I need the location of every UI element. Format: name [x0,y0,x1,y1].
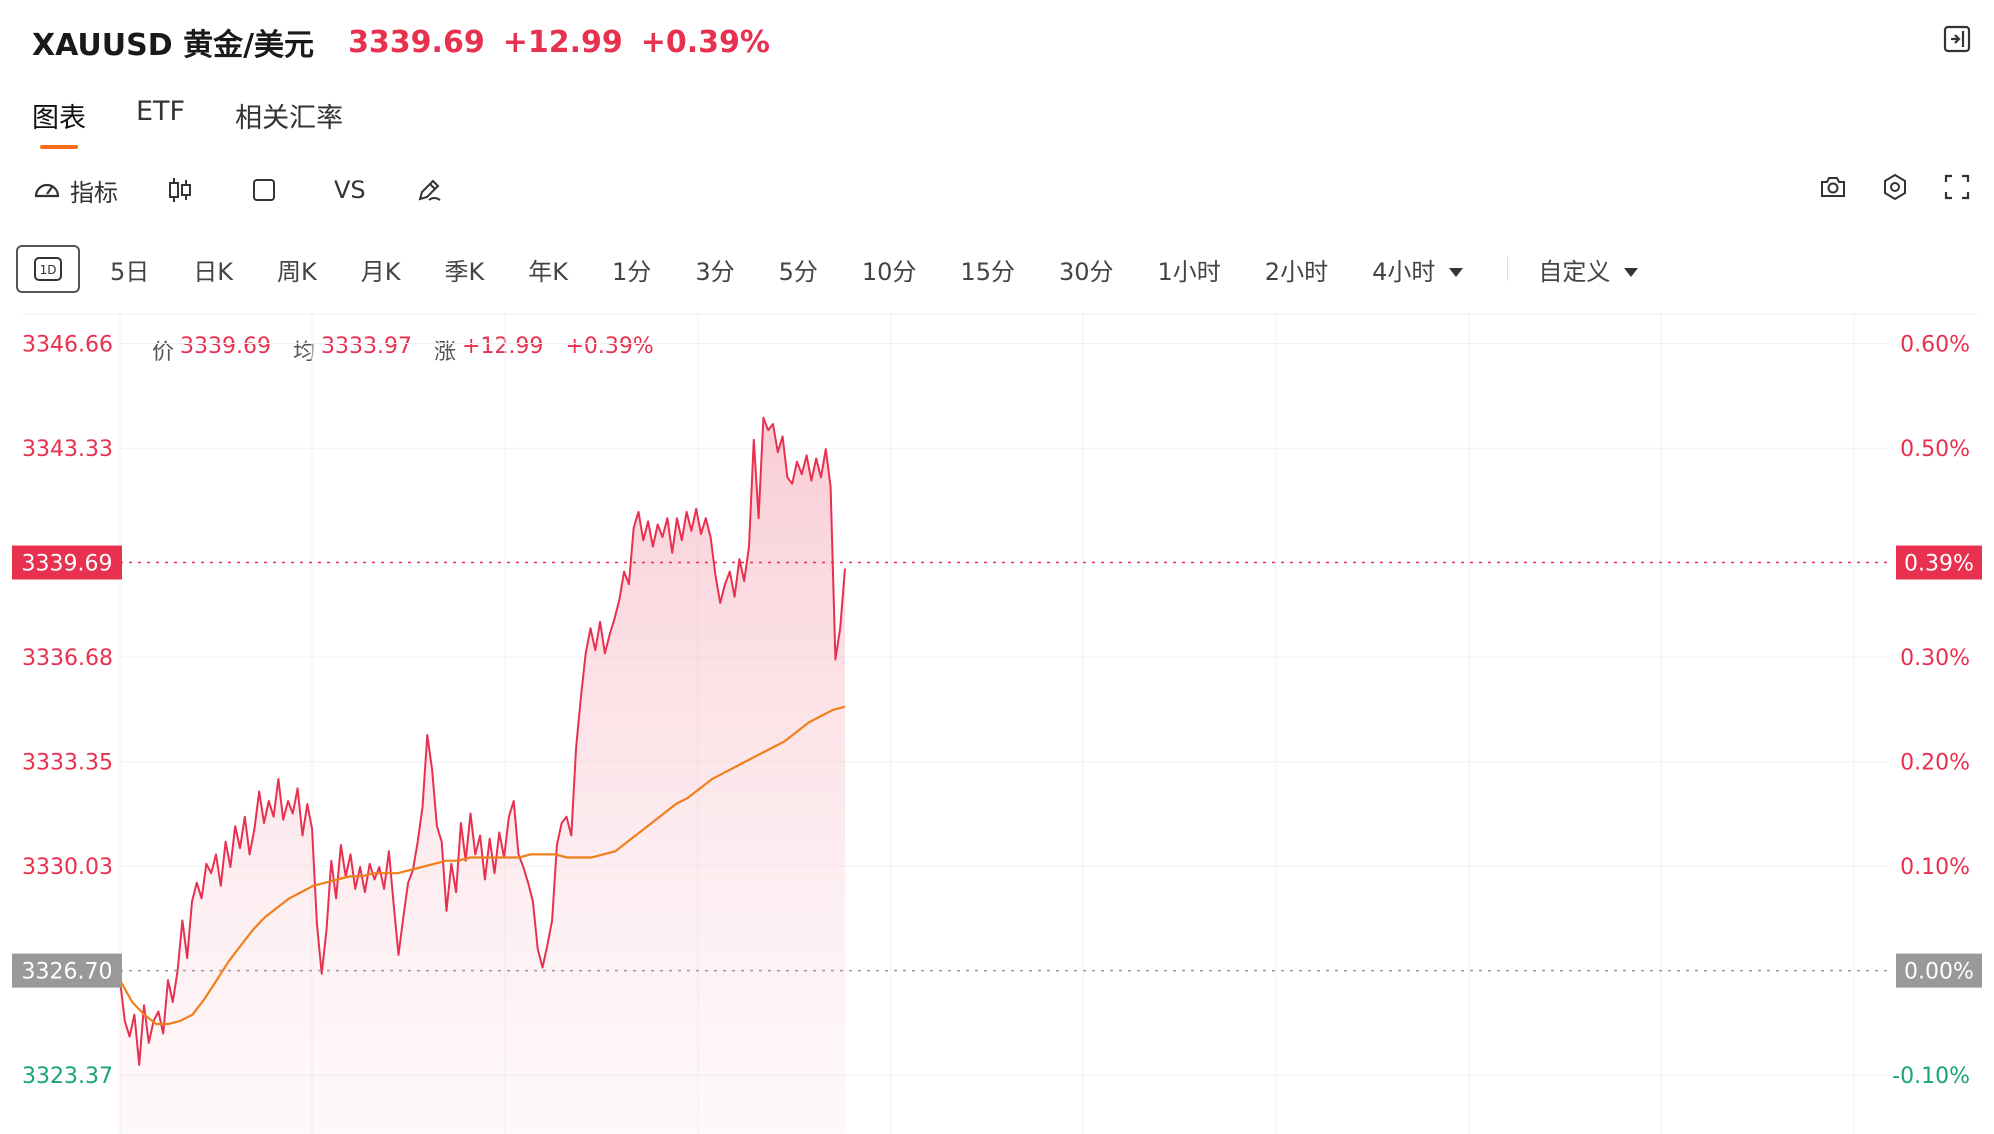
info-chg-label: 涨 [434,340,457,365]
period-1hour[interactable]: 1小时 [1157,257,1221,286]
period-10min[interactable]: 10分 [861,257,917,286]
period-5d[interactable]: 5日 [110,257,150,286]
shape-button[interactable] [250,176,286,204]
last-pct-tag-bg [1896,545,1982,580]
candlestick-button[interactable] [166,175,202,205]
1d-icon: 1D [34,257,62,281]
gauge-icon [34,183,60,198]
compare-button[interactable]: VS [334,176,366,204]
y-tick-label-left: 3323.37 [22,1064,113,1089]
period-week-k[interactable]: 周K [277,257,317,286]
chart-actions [1786,172,1972,206]
period-3min[interactable]: 3分 [695,257,735,286]
last-pct-tag: 0.39% [1904,552,1974,577]
chart-toolbar: 指标 VS [32,170,500,210]
info-avg-label: 均 [293,340,316,365]
info-price-label: 价 [152,340,175,365]
tab-related-fx[interactable]: 相关汇率 [235,103,344,134]
y-tick-label-left: 3333.35 [22,751,113,776]
y-tick-label-right: -0.10% [1892,1064,1970,1089]
tab-etf[interactable]: ETF [136,96,186,127]
period-custom-label: 自定义 [1538,257,1611,286]
last-price: 3339.69 [348,24,485,60]
period-divider [1507,257,1509,281]
period-year-k[interactable]: 年K [528,257,569,286]
period-custom[interactable]: 自定义 [1538,252,1639,287]
last-price-tag: 3339.69 [22,552,113,577]
prev-close-tag: 3326.70 [22,960,113,985]
info-chg: +12.99 [462,334,544,359]
period-4hour[interactable]: 4小时 [1372,252,1464,287]
period-selector: 1D 5日 日K 周K 月K 季K 年K 1分 3分 5分 10分 15分 30… [16,245,1972,293]
last-price-tag-bg [12,545,122,580]
svg-text:1D: 1D [40,263,57,277]
prev-pct-tag: 0.00% [1904,960,1974,985]
caret-down-icon [1624,268,1639,277]
price-change-pct: +0.39% [640,24,770,60]
period-quarter-k[interactable]: 季K [444,257,485,286]
period-2hour[interactable]: 2小时 [1264,257,1329,286]
period-month-k[interactable]: 月K [360,257,401,286]
gear-icon[interactable] [1880,172,1910,206]
fullscreen-icon[interactable] [1942,172,1972,206]
quote-header: XAUUSD 黄金/美元 3339.69 +12.99 +0.39% [32,18,788,66]
y-tick-label-left: 3346.66 [22,333,113,358]
y-tick-label-right: 0.60% [1900,333,1970,358]
collapse-panel-icon[interactable] [1942,24,1972,54]
period-4hour-label: 4小时 [1372,257,1436,286]
price-area-fill [120,417,845,1134]
prev-close-tag-bg [12,953,122,988]
crosshair-info: 价 3339.69 均 3333.97 涨 +12.99 +0.39% [152,334,676,366]
square-icon [253,179,275,201]
tab-chart[interactable]: 图表 [32,96,86,149]
tab-bar: 图表 ETF 相关汇率 [32,96,393,149]
period-30min[interactable]: 30分 [1058,257,1114,286]
indicator-label: 指标 [70,178,118,207]
caret-down-icon [1449,268,1464,277]
y-tick-label-right: 0.10% [1900,855,1970,880]
prev-pct-tag-bg [1896,953,1982,988]
y-tick-label-right: 0.30% [1900,646,1970,671]
period-day-k[interactable]: 日K [193,257,234,286]
period-1d[interactable]: 1D [16,245,80,293]
info-avg: 3333.97 [321,334,412,359]
y-tick-label-right: 0.20% [1900,751,1970,776]
info-price: 3339.69 [180,334,271,359]
candlestick-icon [169,178,191,202]
camera-icon[interactable] [1818,172,1848,206]
y-tick-label-left: 3336.68 [22,646,113,671]
y-tick-label-left: 3343.33 [22,437,113,462]
price-change: +12.99 [502,24,623,60]
period-1min[interactable]: 1分 [612,257,652,286]
average-series-line [119,705,846,1026]
y-tick-label-right: 0.50% [1900,437,1970,462]
period-5min[interactable]: 5分 [778,257,818,286]
info-chg-pct: +0.39% [565,334,654,359]
y-tick-label-left: 3330.03 [22,855,113,880]
symbol-title: XAUUSD 黄金/美元 [32,28,315,63]
period-15min[interactable]: 15分 [960,257,1015,286]
pen-icon [418,179,441,201]
draw-button[interactable] [414,175,452,205]
indicator-button[interactable]: 指标 [32,173,118,208]
